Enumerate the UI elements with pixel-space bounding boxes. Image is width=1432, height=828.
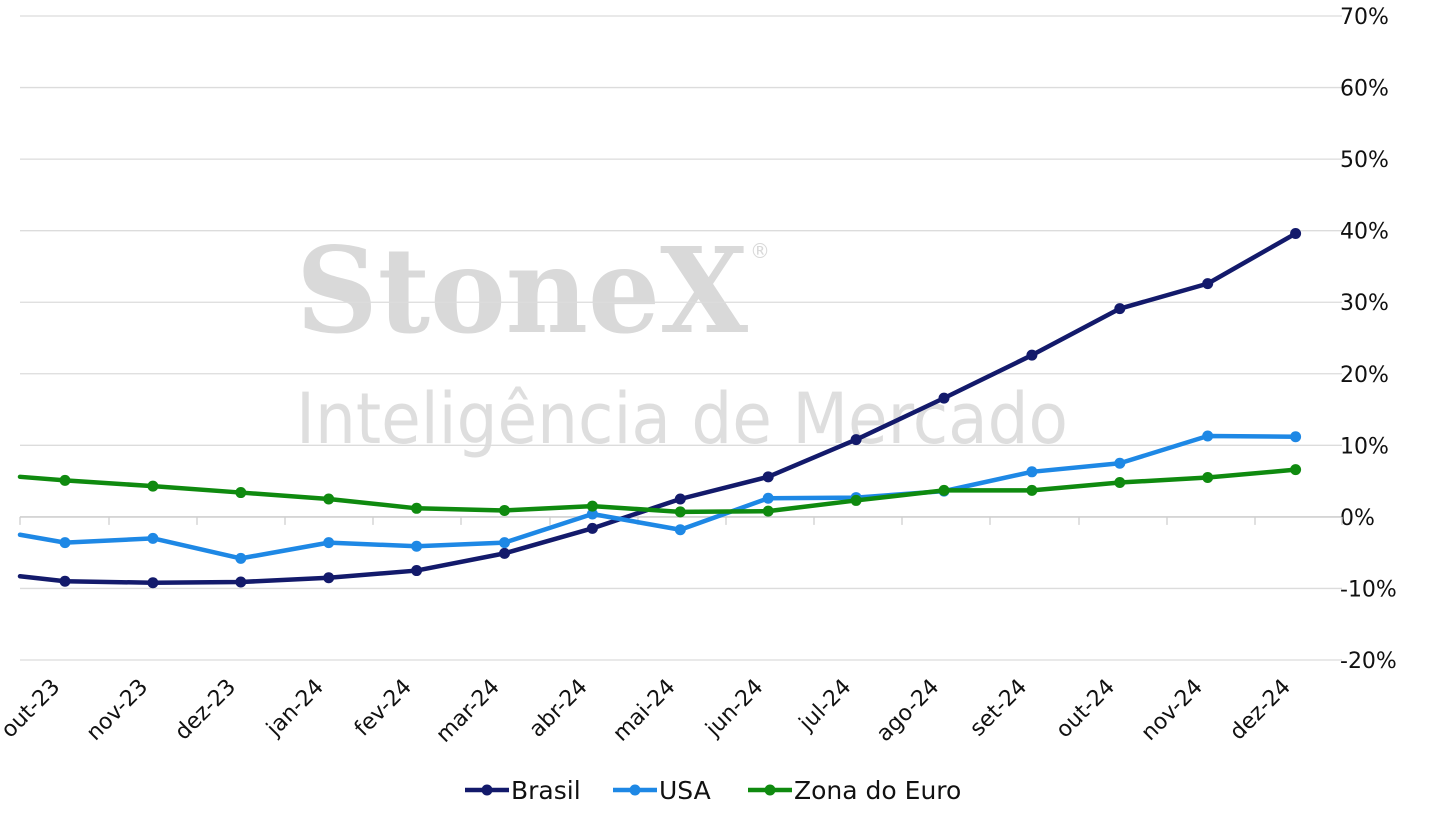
data-point: [586, 508, 598, 520]
data-point: [674, 524, 686, 536]
series-line: [17, 467, 1298, 515]
x-tick-label: nov-24: [1137, 675, 1208, 746]
x-tick-label: mai-24: [608, 675, 680, 747]
data-point: [762, 471, 774, 483]
data-point: [147, 577, 159, 589]
series-usa: [17, 430, 1302, 564]
x-tick-label: dez-24: [1225, 675, 1296, 746]
data-point: [235, 552, 247, 564]
data-point: [323, 537, 335, 549]
y-tick-label: 10%: [1340, 434, 1389, 459]
y-tick-label: -10%: [1340, 577, 1397, 602]
data-point: [850, 494, 862, 506]
x-tick-label: out-23: [0, 675, 65, 744]
data-point: [674, 506, 686, 518]
y-tick-label: 50%: [1340, 148, 1389, 173]
y-tick-label: -20%: [1340, 649, 1397, 674]
legend-item: Zona do Euro: [748, 776, 961, 805]
data-point: [1114, 457, 1126, 469]
y-axis-ticks: 70% 60% 50% 40% 30% 20% 10% 0% -10% -20%: [1340, 5, 1397, 674]
data-point: [59, 537, 71, 549]
data-point: [1290, 228, 1302, 240]
y-tick-label: 40%: [1340, 220, 1389, 245]
legend-item: USA: [613, 776, 711, 805]
data-point: [938, 484, 950, 496]
data-point: [1026, 466, 1038, 478]
y-tick-label: 20%: [1340, 363, 1389, 388]
data-point: [147, 480, 159, 492]
x-tick-label: jan-24: [261, 675, 329, 743]
y-tick-label: 0%: [1340, 506, 1375, 531]
gridlines: [20, 15, 1342, 661]
data-point: [674, 493, 686, 505]
data-point: [1114, 477, 1126, 489]
watermark-brand: StoneX: [296, 221, 748, 360]
y-tick-label: 70%: [1340, 5, 1389, 30]
series-zona-do-euro: [17, 464, 1302, 518]
x-tick-label: jun-24: [701, 675, 769, 743]
data-point: [1202, 430, 1214, 442]
data-point: [235, 487, 247, 499]
data-point: [1202, 472, 1214, 484]
data-point: [1290, 431, 1302, 443]
x-tick-label: mar-24: [432, 675, 505, 748]
data-point: [1026, 349, 1038, 361]
data-point: [1202, 278, 1214, 290]
x-tick-label: jul-24: [794, 675, 856, 737]
data-point: [762, 492, 774, 504]
legend-item: Brasil: [465, 776, 581, 805]
y-tick-label: 30%: [1340, 291, 1389, 316]
data-point: [1026, 484, 1038, 496]
series-line: [17, 433, 1298, 561]
data-point: [762, 505, 774, 517]
data-point: [499, 537, 510, 549]
data-point: [323, 493, 335, 505]
data-point: [59, 474, 71, 486]
data-point: [938, 392, 950, 404]
data-point: [1290, 464, 1302, 476]
watermark: StoneX ® Inteligência de Mercado: [296, 221, 1068, 460]
legend-swatch-marker: [764, 784, 776, 796]
legend: Brasil USA Zona do Euro: [465, 776, 961, 805]
x-tick-label: abr-24: [525, 675, 593, 743]
data-point: [147, 532, 159, 544]
y-tick-label: 60%: [1340, 77, 1389, 102]
x-tick-label: set-24: [965, 675, 1032, 742]
data-point: [586, 522, 598, 534]
data-point: [499, 504, 510, 516]
data-point: [323, 572, 335, 584]
watermark-subtitle: Inteligência de Mercado: [296, 378, 1068, 460]
legend-swatch-marker: [481, 784, 493, 796]
legend-swatch-marker: [629, 784, 641, 796]
series-group: [17, 228, 1302, 589]
x-tick-label: out-24: [1051, 675, 1120, 744]
x-tick-label: nov-23: [82, 675, 153, 746]
data-point: [1114, 303, 1126, 315]
x-tick-label: fev-24: [350, 675, 417, 742]
x-tick-label: ago-24: [872, 675, 944, 747]
data-point: [411, 502, 423, 514]
data-point: [411, 540, 423, 552]
legend-label: USA: [659, 776, 711, 805]
series-line: [17, 231, 1298, 585]
data-point: [850, 434, 862, 446]
legend-label: Brasil: [511, 776, 581, 805]
data-point: [411, 565, 423, 577]
data-point: [235, 576, 247, 588]
series-brasil: [17, 228, 1302, 589]
legend-label: Zona do Euro: [794, 776, 961, 805]
data-point: [59, 575, 71, 587]
data-point: [499, 547, 510, 559]
data-point: [586, 500, 598, 512]
x-tick-label: dez-23: [170, 675, 241, 746]
watermark-registered-mark: ®: [750, 239, 770, 263]
